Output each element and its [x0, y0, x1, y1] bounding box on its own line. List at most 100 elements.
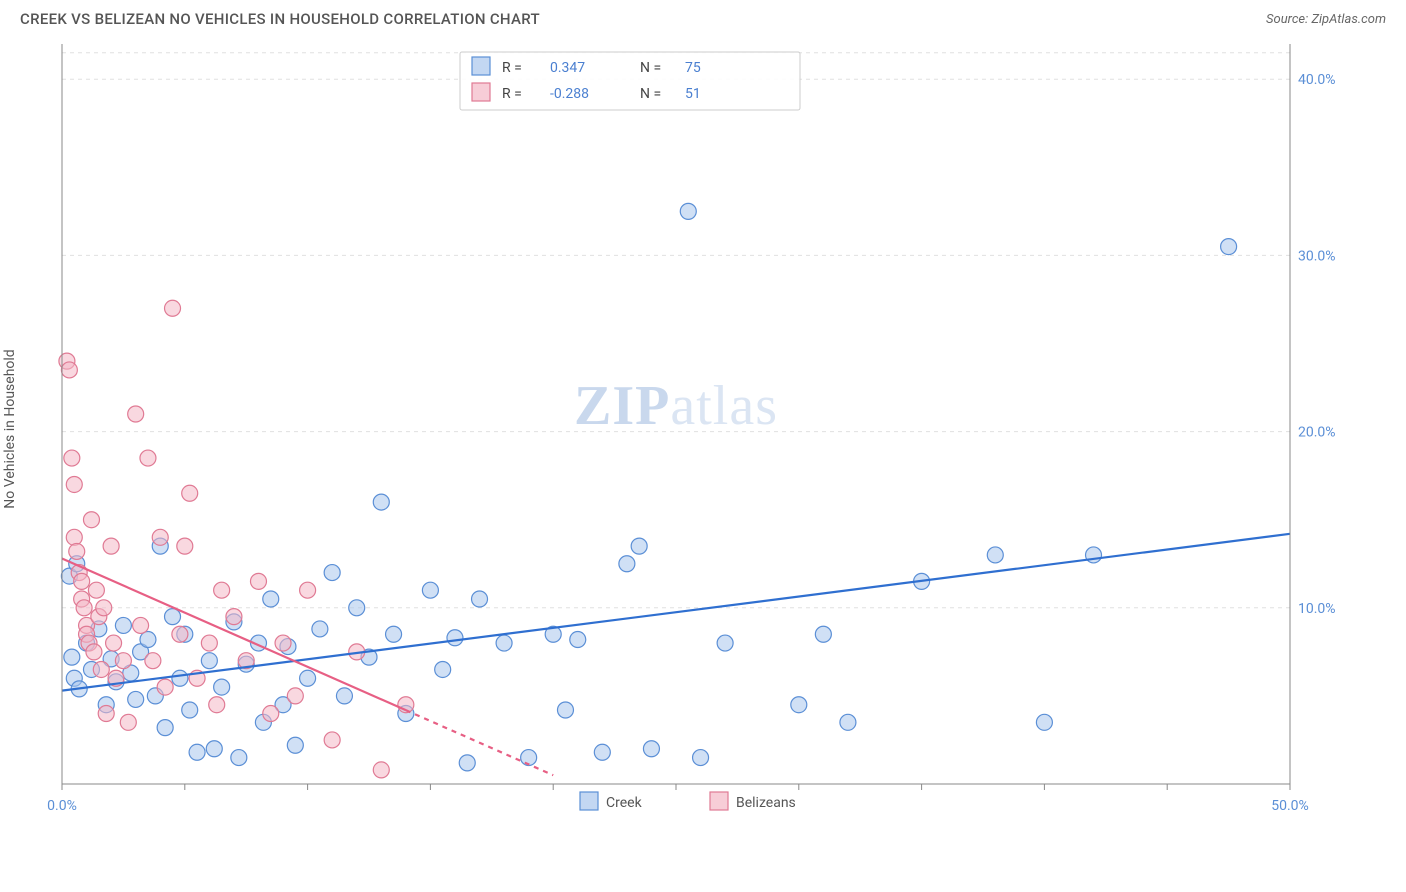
data-point	[435, 661, 451, 677]
legend-r-value: 0.347	[550, 60, 585, 76]
data-point	[93, 661, 109, 677]
data-point	[86, 644, 102, 660]
data-point	[182, 702, 198, 718]
y-tick-label: 10.0%	[1298, 601, 1336, 617]
data-point	[76, 600, 92, 616]
data-point	[815, 626, 831, 642]
data-point	[128, 691, 144, 707]
data-point	[115, 617, 131, 633]
data-point	[152, 529, 168, 545]
data-point	[106, 635, 122, 651]
legend-n-value: 51	[685, 86, 701, 102]
legend-swatch	[710, 792, 728, 810]
data-point	[1221, 239, 1237, 255]
data-point	[324, 565, 340, 581]
data-point	[422, 582, 438, 598]
data-point	[140, 450, 156, 466]
data-point	[64, 450, 80, 466]
data-point	[840, 714, 856, 730]
data-point	[263, 591, 279, 607]
data-point	[263, 706, 279, 722]
data-point	[120, 714, 136, 730]
data-point	[115, 653, 131, 669]
data-point	[275, 635, 291, 651]
data-point	[74, 573, 90, 589]
x-tick-label: 50.0%	[1271, 798, 1309, 814]
data-point	[157, 679, 173, 695]
data-point	[177, 538, 193, 554]
data-point	[557, 702, 573, 718]
x-tick-label: 0.0%	[47, 798, 77, 814]
data-point	[226, 609, 242, 625]
data-point	[128, 406, 144, 422]
source-attribution: Source: ZipAtlas.com	[1266, 12, 1386, 27]
data-point	[206, 741, 222, 757]
data-point	[64, 649, 80, 665]
y-tick-label: 20.0%	[1298, 425, 1336, 441]
data-point	[145, 653, 161, 669]
source-link[interactable]: ZipAtlas.com	[1311, 12, 1386, 27]
correlation-scatter-chart: 10.0% 20.0% 30.0% 40.0% ZIPatlas 0.0% 50.0% R =…	[20, 34, 1340, 824]
legend-n-label: N =	[640, 60, 661, 76]
data-point	[98, 706, 114, 722]
y-axis-label: No Vehicles in Household	[2, 349, 18, 508]
data-point	[1036, 714, 1052, 730]
legend-series-label: Creek	[606, 795, 643, 811]
data-point	[201, 635, 217, 651]
data-point	[103, 538, 119, 554]
data-point	[165, 300, 181, 316]
data-point	[250, 573, 266, 589]
data-point	[214, 582, 230, 598]
chart-container: No Vehicles in Household 10.0%20.0%30.0%…	[20, 34, 1386, 824]
data-point	[791, 697, 807, 713]
data-point	[717, 635, 733, 651]
legend-r-label: R =	[502, 60, 522, 76]
watermark: ZIPatlas	[574, 375, 778, 437]
source-prefix: Source:	[1266, 12, 1311, 27]
data-point	[619, 556, 635, 572]
legend-n-label: N =	[640, 86, 661, 102]
data-point	[349, 600, 365, 616]
data-point	[165, 609, 181, 625]
data-point	[631, 538, 647, 554]
data-point	[459, 755, 475, 771]
trend-line	[62, 534, 1290, 691]
data-point	[209, 697, 225, 713]
data-point	[472, 591, 488, 607]
legend-swatch	[580, 792, 598, 810]
data-point	[96, 600, 112, 616]
data-point	[643, 741, 659, 757]
legend-swatch	[472, 57, 490, 75]
legend-n-value: 75	[685, 60, 701, 76]
data-point	[336, 688, 352, 704]
data-point	[570, 632, 586, 648]
legend-r-label: R =	[502, 86, 522, 102]
data-point	[172, 670, 188, 686]
data-point	[324, 732, 340, 748]
legend-swatch	[472, 83, 490, 101]
data-point	[140, 632, 156, 648]
data-point	[66, 476, 82, 492]
data-point	[88, 582, 104, 598]
data-point	[157, 720, 173, 736]
legend-r-value: -0.288	[550, 86, 589, 102]
data-point	[182, 485, 198, 501]
data-point	[69, 543, 85, 559]
data-point	[66, 529, 82, 545]
chart-title: CREEK VS BELIZEAN NO VEHICLES IN HOUSEHO…	[20, 10, 540, 28]
data-point	[201, 653, 217, 669]
data-point	[594, 744, 610, 760]
data-point	[496, 635, 512, 651]
data-point	[83, 512, 99, 528]
data-point	[61, 362, 77, 378]
data-point	[214, 679, 230, 695]
data-point	[300, 670, 316, 686]
y-tick-label: 40.0%	[1298, 72, 1336, 88]
data-point	[300, 582, 316, 598]
data-point	[287, 737, 303, 753]
y-tick-label: 30.0%	[1298, 248, 1336, 264]
data-point	[189, 744, 205, 760]
data-point	[373, 494, 389, 510]
data-point	[447, 630, 463, 646]
data-point	[312, 621, 328, 637]
